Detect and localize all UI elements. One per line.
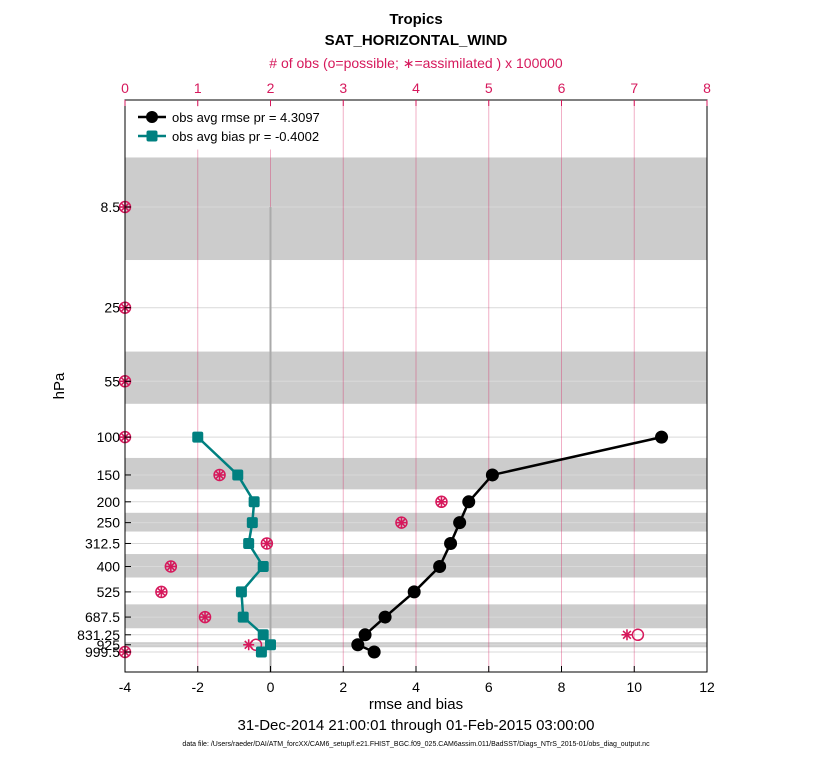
x-tick-label: 4 bbox=[412, 679, 420, 695]
legend-marker-rmse bbox=[146, 111, 158, 123]
shaded-band-1 bbox=[125, 351, 707, 404]
obs-assimilated-marker bbox=[261, 537, 273, 549]
series-0-point bbox=[433, 560, 447, 574]
legend-label-bias: obs avg bias pr = -0.4002 bbox=[172, 129, 319, 144]
top-tick-label: 8 bbox=[703, 80, 711, 96]
x-tick-label: 0 bbox=[267, 679, 275, 695]
obs-assimilated-stroke bbox=[156, 587, 166, 597]
x-tick-label: -4 bbox=[119, 679, 132, 695]
x-tick-label: 2 bbox=[339, 679, 347, 695]
x-tick-label: 8 bbox=[558, 679, 566, 695]
series-0-point bbox=[462, 495, 476, 509]
top-axis-ticks: 0 1 2 3 4 5 6 7 8 bbox=[121, 80, 711, 106]
y-axis-label: hPa bbox=[51, 372, 68, 399]
series-1-point bbox=[243, 537, 255, 549]
series-0-point bbox=[407, 585, 421, 599]
legend-label-rmse: obs avg rmse pr = 4.3097 bbox=[172, 110, 320, 125]
series-1-point bbox=[265, 639, 276, 651]
date-range: 31-Dec-2014 21:00:01 through 01-Feb-2015… bbox=[238, 717, 595, 734]
y-tick-label: 400 bbox=[97, 559, 121, 575]
obs-assimilated-marker bbox=[243, 639, 255, 651]
obs-assimilated-stroke bbox=[262, 539, 272, 548]
x-axis-label: rmse and bias bbox=[369, 696, 463, 713]
y-tick-label: 831.25 bbox=[77, 627, 120, 643]
top-axis-label: # of obs (o=possible; ∗=assimilated ) x … bbox=[269, 55, 563, 71]
series-0-point bbox=[367, 645, 381, 659]
top-tick-label: 1 bbox=[194, 80, 202, 96]
obs-assimilated-stroke bbox=[200, 612, 210, 622]
obs-assimilated-stroke bbox=[622, 630, 632, 640]
top-tick-label: 4 bbox=[412, 80, 420, 96]
series-1-point bbox=[255, 646, 267, 658]
obs-assimilated-marker bbox=[199, 611, 211, 623]
obs-assimilated-marker bbox=[165, 561, 177, 573]
y-axis-ticks: 8.5 25 55 100 150 200 250 312.5 400 525 687.5 831.2… bbox=[77, 199, 131, 660]
obs-assimilated-stroke bbox=[396, 518, 406, 528]
top-tick-label: 6 bbox=[558, 80, 566, 96]
obs-assimilated-stroke bbox=[166, 562, 176, 571]
obs-assimilated-marker bbox=[621, 629, 633, 641]
top-tick-label: 7 bbox=[630, 80, 638, 96]
y-tick-label: 150 bbox=[97, 467, 121, 483]
series-0-point bbox=[655, 430, 669, 444]
obs-assimilated-stroke bbox=[244, 640, 254, 650]
series-1-point bbox=[192, 431, 204, 443]
x-tick-label: 6 bbox=[485, 679, 493, 695]
y-tick-label: 312.5 bbox=[85, 535, 120, 551]
x-tick-label: -2 bbox=[192, 679, 205, 695]
obs-assimilated-marker bbox=[155, 586, 167, 598]
series-1-point bbox=[246, 517, 258, 529]
y-tick-label: 250 bbox=[97, 515, 121, 531]
footnote: data file: /Users/raeder/DAI/ATM_forcXX/… bbox=[182, 741, 650, 748]
top-tick-label: 5 bbox=[485, 80, 493, 96]
y-tick-label: 25 bbox=[104, 300, 120, 316]
y-tick-label: 200 bbox=[97, 494, 121, 510]
y-tick-label: 999.5 bbox=[85, 644, 120, 660]
shaded-band-0 bbox=[125, 157, 707, 261]
series-1-point bbox=[232, 469, 244, 481]
series-0-point bbox=[358, 628, 372, 642]
y-tick-label: 525 bbox=[97, 584, 121, 600]
series-0-point bbox=[378, 610, 392, 624]
x-tick-label: 12 bbox=[699, 679, 715, 695]
top-tick-label: 3 bbox=[339, 80, 347, 96]
series-lines bbox=[192, 430, 669, 659]
x-tick-label: 10 bbox=[626, 679, 642, 695]
series-1-point bbox=[237, 611, 249, 623]
obs-assimilated-marker bbox=[435, 496, 447, 508]
series-0-point bbox=[485, 468, 499, 482]
y-tick-label: 687.5 bbox=[85, 609, 120, 625]
series-0-point bbox=[444, 536, 458, 550]
series-1-point bbox=[257, 561, 269, 573]
legend-marker-bias bbox=[146, 130, 158, 142]
top-tick-label: 2 bbox=[267, 80, 275, 96]
y-tick-label: 8.5 bbox=[101, 199, 121, 215]
legend: obs avg rmse pr = 4.3097 obs avg bias pr… bbox=[132, 106, 341, 150]
chart-title: Tropics bbox=[389, 11, 442, 28]
series-1-point bbox=[235, 586, 247, 598]
y-tick-label: 100 bbox=[97, 429, 121, 445]
top-tick-label: 0 bbox=[121, 80, 129, 96]
series-1-point bbox=[257, 629, 269, 641]
legend-box bbox=[132, 106, 341, 150]
y-tick-label: 55 bbox=[104, 373, 120, 389]
chart-subtitle: SAT_HORIZONTAL_WIND bbox=[325, 32, 508, 49]
x-axis-ticks: -4 -2 0 2 4 6 8 10 12 bbox=[119, 666, 715, 695]
obs-assimilated-marker bbox=[395, 517, 407, 529]
series-0-point bbox=[453, 516, 467, 530]
obs-assimilated-marker bbox=[214, 469, 226, 481]
obs-assimilated-stroke bbox=[215, 470, 225, 480]
series-0-point bbox=[351, 638, 365, 652]
obs-assimilated-stroke bbox=[437, 497, 446, 507]
series-1-point bbox=[248, 496, 260, 508]
y-tick-label: 925 bbox=[97, 637, 121, 653]
